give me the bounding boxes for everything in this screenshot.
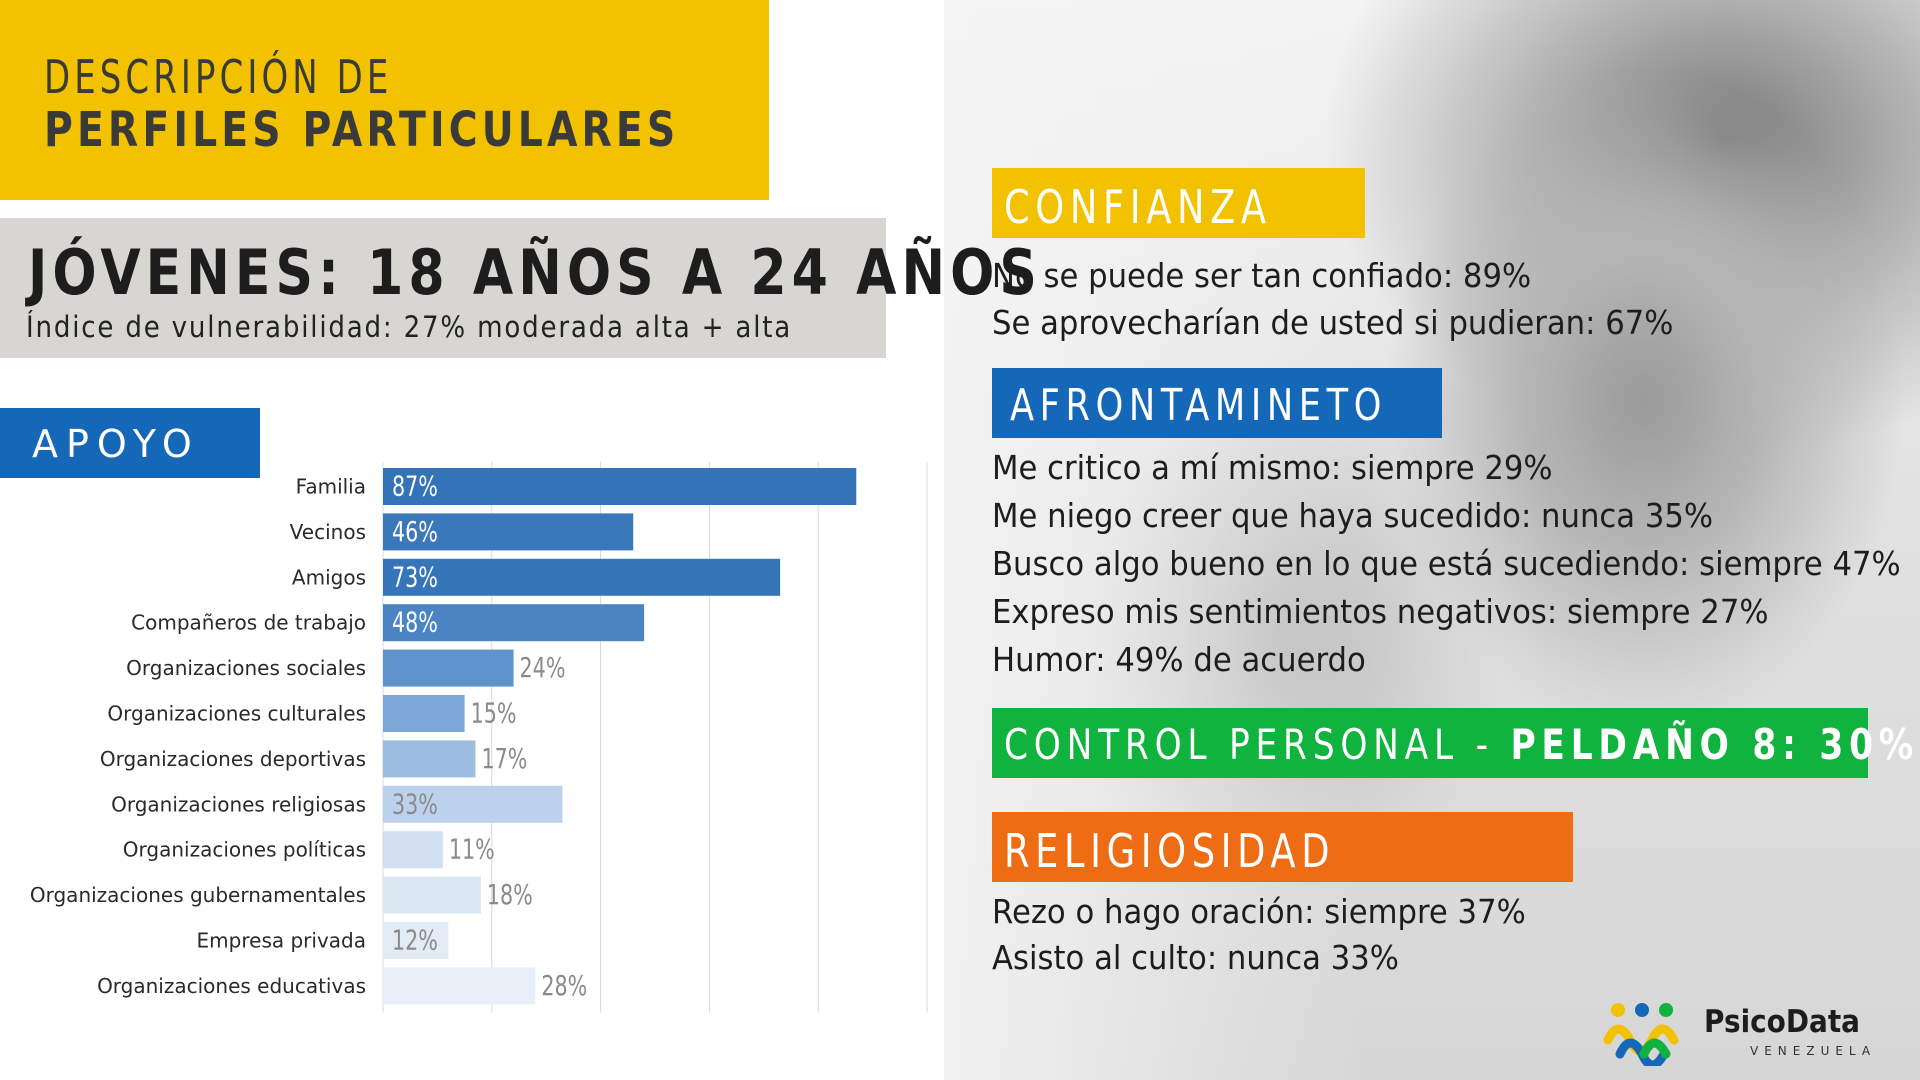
religiosidad-item: Rezo o hago oración: siempre 37% — [992, 892, 1526, 931]
afrontamiento-item: Expreso mis sentimientos negativos: siem… — [992, 592, 1769, 631]
confianza-label: CONFIANZA — [1004, 180, 1272, 234]
apoyo-label: APOYO — [32, 422, 200, 466]
value-label: 87% — [392, 470, 438, 503]
afrontamiento-item: Me critico a mí mismo: siempre 29% — [992, 448, 1553, 487]
category-label: Compañeros de trabajo — [131, 611, 366, 635]
bar — [383, 876, 481, 914]
category-label: Organizaciones culturales — [107, 702, 366, 726]
category-label: Vecinos — [290, 520, 366, 544]
value-label: 18% — [487, 879, 533, 912]
title-block: DESCRIPCIÓN DE PERFILES PARTICULARES — [0, 0, 769, 200]
page-title-line2: PERFILES PARTICULARES — [44, 102, 680, 158]
value-label: 12% — [392, 924, 438, 957]
value-label: 73% — [392, 561, 438, 594]
profile-subtitle: Índice de vulnerabilidad: 27% moderada a… — [26, 310, 793, 344]
chart-svg: Familia 87% Vecinos 46% Amigos 73% Compañeros … — [30, 462, 928, 1013]
logo-country: VENEZUELA — [1750, 1044, 1877, 1058]
value-label: 24% — [520, 652, 566, 685]
confianza-tag: CONFIANZA — [992, 168, 1365, 238]
profile-title: JÓVENES: 18 AÑOS A 24 AÑOS — [28, 236, 1042, 309]
confianza-item: No se puede ser tan confiado: 89% — [992, 256, 1532, 295]
control-personal-value: PELDAÑO 8: 30% — [1510, 720, 1920, 769]
afrontamiento-item: Me niego creer que haya sucedido: nunca … — [992, 496, 1714, 535]
religiosidad-label: RELIGIOSIDAD — [1004, 824, 1336, 878]
category-label: Organizaciones educativas — [97, 974, 366, 998]
value-label: 17% — [481, 743, 527, 776]
category-label: Amigos — [292, 565, 366, 589]
bar — [383, 831, 443, 869]
page-title-line1: DESCRIPCIÓN DE — [44, 50, 393, 104]
value-label: 15% — [471, 697, 517, 730]
control-personal-tag: CONTROL PERSONAL - PELDAÑO 8: 30% — [992, 708, 1913, 778]
afrontamiento-item: Busco algo bueno en lo que está sucedien… — [992, 544, 1901, 583]
logo-name: PsicoData — [1704, 1004, 1860, 1040]
bar — [383, 695, 465, 732]
bar — [383, 604, 645, 642]
afrontamiento-label: AFRONTAMINETO — [1010, 380, 1388, 431]
category-label: Organizaciones sociales — [126, 656, 366, 680]
apoyo-tag: APOYO — [0, 408, 260, 478]
profile-block: JÓVENES: 18 AÑOS A 24 AÑOS Índice de vul… — [0, 218, 1037, 358]
value-label: 48% — [392, 607, 438, 640]
afrontamiento-tag: AFRONTAMINETO — [992, 368, 1442, 438]
logo-icon — [1603, 1003, 1679, 1070]
bar — [383, 922, 449, 959]
control-personal-label: CONTROL PERSONAL - — [1004, 720, 1511, 769]
bar — [383, 785, 563, 823]
category-label: Organizaciones religiosas — [111, 792, 366, 816]
control-personal-text: CONTROL PERSONAL - PELDAÑO 8: 30% — [1004, 720, 1919, 769]
bar — [383, 513, 634, 551]
value-label: 46% — [392, 516, 438, 549]
value-label: 11% — [449, 834, 495, 867]
category-label: Organizaciones deportivas — [100, 747, 366, 771]
bar — [383, 967, 536, 1005]
religiosidad-item: Asisto al culto: nunca 33% — [992, 938, 1399, 977]
category-label: Organizaciones políticas — [123, 838, 366, 862]
category-label: Organizaciones gubernamentales — [30, 883, 366, 907]
bar — [383, 740, 476, 778]
value-label: 33% — [392, 788, 438, 821]
bar — [383, 468, 857, 505]
category-label: Empresa privada — [197, 929, 366, 953]
confianza-item: Se aprovecharían de usted si pudieran: 6… — [992, 303, 1674, 342]
religiosidad-tag: RELIGIOSIDAD — [992, 812, 1573, 882]
category-label: Familia — [296, 475, 366, 499]
afrontamiento-item: Humor: 49% de acuerdo — [992, 640, 1366, 679]
bar — [383, 558, 781, 596]
bar — [383, 649, 514, 687]
psicodata-logo: PsicoData VENEZUELA — [1602, 1000, 1882, 1070]
value-label: 28% — [541, 970, 587, 1003]
support-bar-chart: Familia 87% Vecinos 46% Amigos 73% Compañeros … — [0, 462, 940, 1022]
